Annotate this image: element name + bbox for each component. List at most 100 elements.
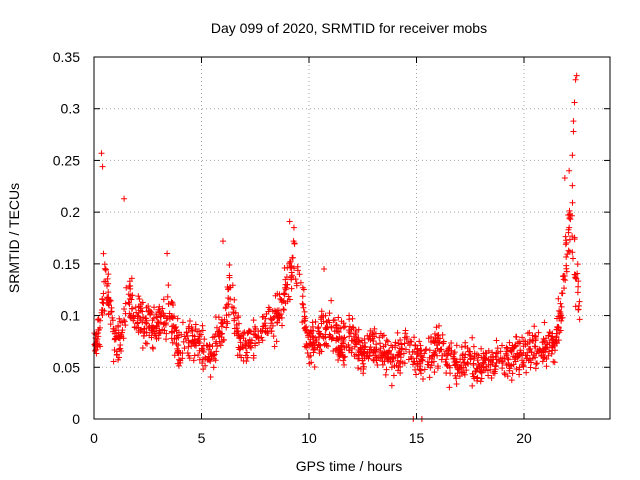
- data-point: [554, 324, 561, 331]
- data-point: [307, 352, 314, 359]
- data-point: [148, 322, 155, 329]
- peak-point: [286, 218, 293, 225]
- data-point: [189, 327, 196, 334]
- data-point: [532, 336, 539, 343]
- data-point: [363, 353, 370, 360]
- data-point: [201, 336, 208, 343]
- data-point: [336, 333, 343, 340]
- data-point: [408, 338, 415, 345]
- data-point: [133, 309, 140, 316]
- data-point: [351, 353, 358, 360]
- data-point: [272, 308, 279, 315]
- data-point: [199, 327, 206, 334]
- data-point: [432, 337, 439, 344]
- data-point: [126, 295, 133, 302]
- data-point: [100, 250, 107, 257]
- data-point: [251, 323, 258, 330]
- x-tick-labels: 0 5 10 15 20: [90, 430, 532, 446]
- data-point: [242, 352, 249, 359]
- data-point: [320, 335, 327, 342]
- data-point: [272, 292, 279, 299]
- data-point: [370, 337, 377, 344]
- data-point: [288, 269, 295, 276]
- data-point: [336, 353, 343, 360]
- data-point: [116, 315, 123, 322]
- data-point: [254, 334, 261, 341]
- data-point: [153, 335, 160, 342]
- data-point: [574, 261, 581, 268]
- data-point: [455, 366, 462, 373]
- data-point: [126, 310, 133, 317]
- data-point: [442, 358, 449, 365]
- data-point: [329, 334, 336, 341]
- data-point: [229, 282, 236, 289]
- data-point: [523, 355, 530, 362]
- data-point: [504, 348, 511, 355]
- data-point: [174, 347, 181, 354]
- data-point: [151, 304, 158, 311]
- data-point: [340, 337, 347, 344]
- peak-point: [571, 99, 578, 106]
- data-point: [120, 317, 127, 324]
- data-point: [504, 373, 511, 380]
- data-point: [517, 347, 524, 354]
- data-point: [545, 352, 552, 359]
- data-point: [105, 289, 112, 296]
- data-point: [97, 343, 104, 350]
- data-point: [280, 290, 287, 297]
- data-point: [513, 333, 520, 340]
- data-point: [523, 369, 530, 376]
- data-point: [382, 371, 389, 378]
- data-point: [501, 370, 508, 377]
- peak-point: [573, 72, 580, 79]
- data-point: [554, 315, 561, 322]
- peak-point: [121, 195, 128, 202]
- data-point: [563, 254, 570, 261]
- data-point: [331, 316, 338, 323]
- data-point: [125, 299, 132, 306]
- data-point: [218, 331, 225, 338]
- data-point: [355, 326, 362, 333]
- data-point: [443, 369, 450, 376]
- data-point: [293, 282, 300, 289]
- data-point: [558, 303, 565, 310]
- data-point: [117, 318, 124, 325]
- data-point: [115, 323, 122, 330]
- data-point: [479, 359, 486, 366]
- data-point: [347, 330, 354, 337]
- data-point: [301, 318, 308, 325]
- data-point: [288, 285, 295, 292]
- data-point: [160, 296, 167, 303]
- data-point: [213, 324, 220, 331]
- data-point: [446, 346, 453, 353]
- data-point: [374, 362, 381, 369]
- data-point: [184, 333, 191, 340]
- data-point: [498, 358, 505, 365]
- data-point: [369, 331, 376, 338]
- data-point: [366, 346, 373, 353]
- data-point: [453, 342, 460, 349]
- data-point: [312, 339, 319, 346]
- data-point: [511, 343, 518, 350]
- data-point: [140, 314, 147, 321]
- data-point: [357, 365, 364, 372]
- data-point: [436, 322, 443, 329]
- data-point: [213, 348, 220, 355]
- data-point: [274, 319, 281, 326]
- data-point: [132, 304, 139, 311]
- data-point: [397, 336, 404, 343]
- data-point: [474, 357, 481, 364]
- data-point: [542, 345, 549, 352]
- data-point: [364, 352, 371, 359]
- data-point: [325, 317, 332, 324]
- data-point: [288, 264, 295, 271]
- x-tick-label: 0: [90, 430, 98, 446]
- data-point: [561, 285, 568, 292]
- data-point: [340, 354, 347, 361]
- data-point: [528, 359, 535, 366]
- data-point: [223, 324, 230, 331]
- data-point: [366, 332, 373, 339]
- data-point: [240, 357, 247, 364]
- data-point: [501, 371, 508, 378]
- data-point: [323, 342, 330, 349]
